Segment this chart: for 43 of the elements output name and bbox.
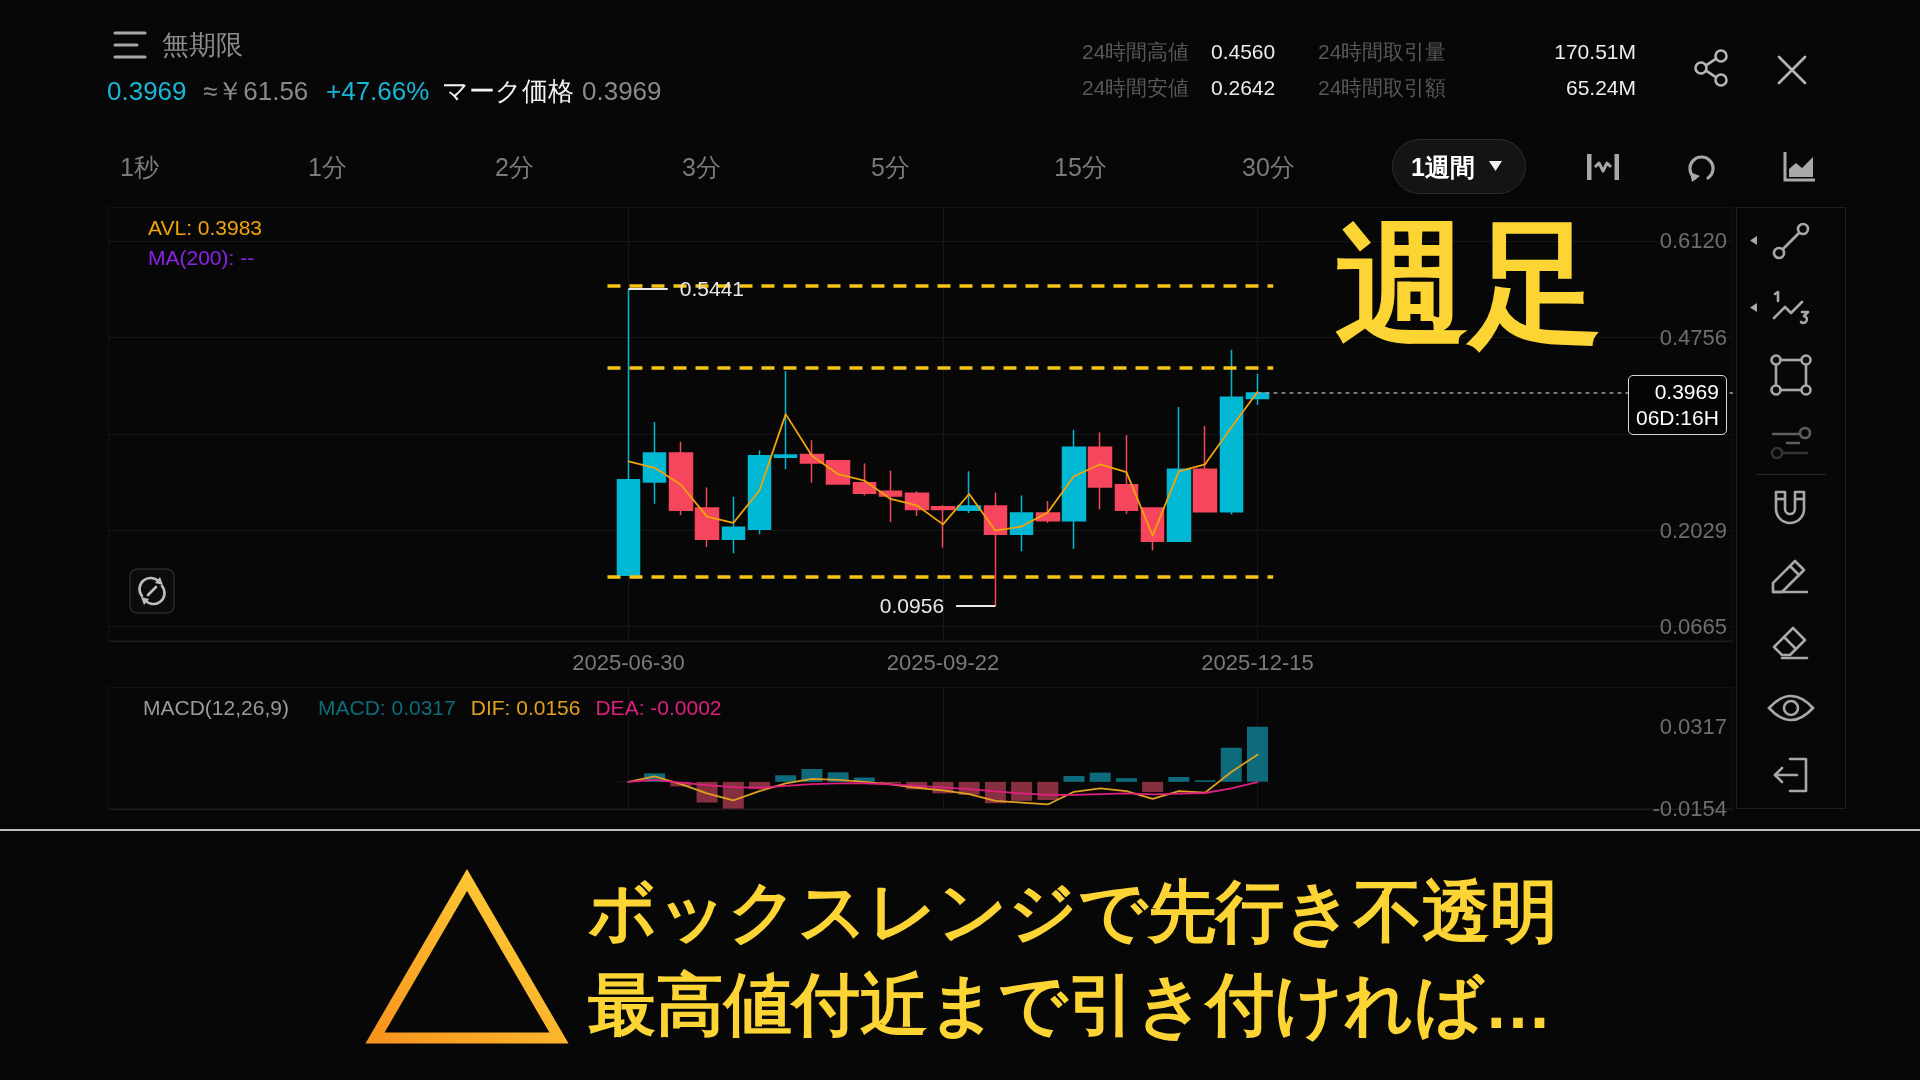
text: 0.3969 — [582, 76, 662, 108]
text: 30分 — [1242, 152, 1295, 182]
annotation: 0.5441 — [679, 277, 744, 301]
text: 5分 — [871, 152, 910, 182]
text: 24時間取引量 — [1318, 39, 1447, 65]
x-tick-label: 2025-09-22 — [886, 649, 1000, 675]
text: 24時間高値 — [1082, 39, 1190, 65]
text: 1秒 — [120, 152, 159, 182]
y-tick-label: 0.0317 — [1659, 714, 1727, 740]
text: AVL: 0.3983 — [148, 216, 263, 239]
text: DIF: 0.0156 — [470, 696, 581, 719]
text: 最高値付近まで引き付ければ… — [588, 965, 1552, 1045]
text: 3分 — [682, 152, 721, 182]
text: 1分 — [308, 152, 347, 182]
text: 1週間 — [1411, 152, 1475, 182]
annotation: 0.0956 — [879, 594, 945, 618]
annotation: 週足 — [1335, 207, 1603, 360]
x-tick-label: 2025-06-30 — [572, 649, 685, 675]
ref-line-label: 0.3969 06D:16H — [1628, 374, 1727, 436]
chart-title: 無期限 — [162, 28, 243, 62]
text: 24時間取引額 — [1318, 75, 1447, 101]
text: ≈￥61.56 — [203, 76, 309, 108]
text: MACD: 0.0317 — [318, 696, 456, 719]
y-tick-label: 0.6120 — [1659, 228, 1727, 254]
y-tick-label: 0.4756 — [1659, 324, 1727, 350]
text: 24時間安値 — [1082, 75, 1190, 101]
legend-label: MA(200): -- — [148, 246, 255, 269]
text: マーク価格 — [442, 76, 574, 108]
y-tick-label: 0.0665 — [1659, 614, 1727, 640]
text: 0.4560 — [1211, 39, 1276, 65]
text: 2分 — [495, 152, 534, 182]
x-tick-label: 2025-12-15 — [1201, 649, 1314, 675]
text: 15分 — [1054, 152, 1107, 182]
text: 65.24M — [1565, 75, 1636, 101]
text: DEA: -0.0002 — [595, 696, 722, 719]
y-tick-label: -0.0154 — [1652, 796, 1727, 822]
chart-title: MACD(12,26,9) — [143, 695, 289, 721]
text: +47.66% — [326, 76, 430, 108]
text: 170.51M — [1554, 39, 1636, 65]
text: ボックスレンジで先行き不透明 — [588, 872, 1558, 952]
text: 0.2642 — [1211, 75, 1276, 101]
y-tick-label: 0.2029 — [1659, 517, 1727, 543]
text: 0.3969 — [107, 76, 187, 108]
